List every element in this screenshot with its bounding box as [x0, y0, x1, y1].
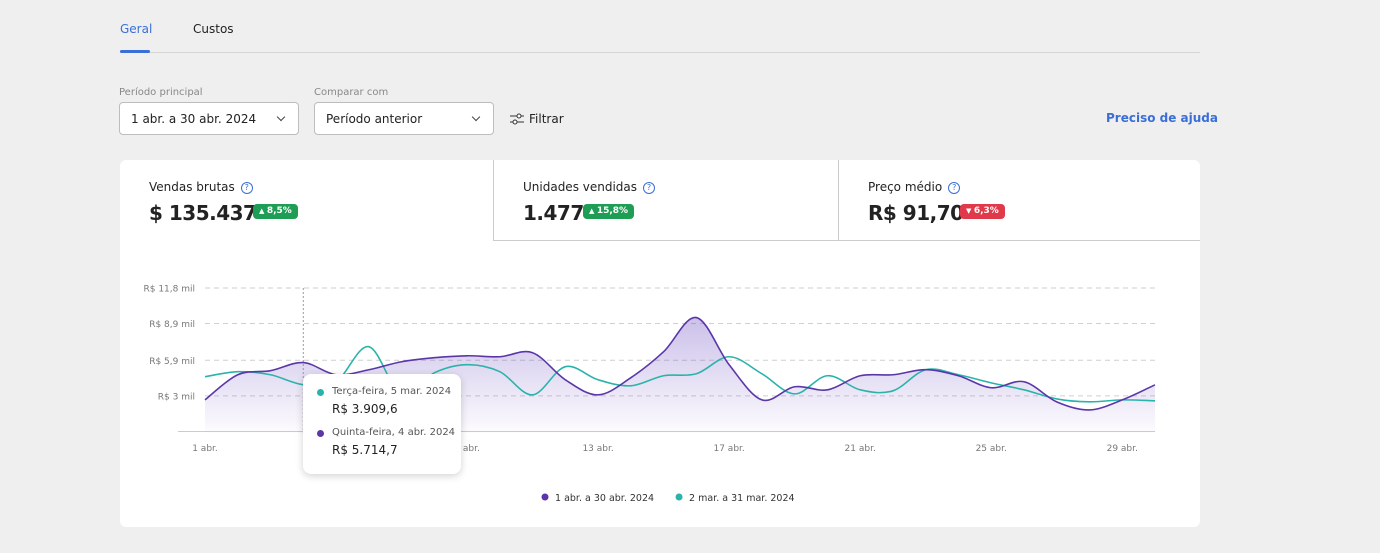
x-tick-label: 17 abr. [713, 444, 744, 454]
x-tick-label: 1 abr. [192, 444, 218, 454]
tooltip: Terça-feira, 5 mar. 2024 R$ 3.909,6 Quinta… [303, 374, 461, 474]
filter-label: Filtrar [529, 112, 564, 126]
tooltip-value: R$ 3.909,6 [332, 402, 398, 416]
y-tick-label: R$ 11,8 mil [143, 285, 195, 295]
field-label: Comparar com [314, 87, 389, 98]
legend-label: 2 mar. a 31 mar. 2024 [689, 493, 795, 504]
kpi-change: 6,3% [960, 204, 1005, 219]
filter-icon [510, 113, 524, 125]
kpi-value: R$ 91,70 [868, 201, 964, 225]
kpi-label: Preço médio [868, 180, 960, 194]
y-tick-label: R$ 5,9 mil [149, 357, 195, 367]
field-label: Período principal [119, 87, 203, 98]
tooltip-date: Quinta-feira, 4 abr. 2024 [332, 427, 456, 438]
kpi-value: $ 135.437 [149, 201, 257, 225]
tab[interactable]: Geral [120, 22, 153, 36]
help-link[interactable]: Preciso de ajuda [1106, 111, 1218, 125]
card [120, 160, 1200, 527]
x-tick-label: 9 abr. [454, 444, 480, 454]
kpi-label: Vendas brutas [149, 180, 253, 194]
period-select[interactable]: 1 abr. a 30 abr. 2024 [119, 102, 299, 135]
x-tick-label: 25 abr. [976, 444, 1007, 454]
kpi-label: Unidades vendidas [523, 180, 655, 194]
tab[interactable]: Custos [193, 22, 234, 36]
kpi-tab[interactable]: Unidades vendidas 1.477 15,8% [493, 160, 839, 241]
tooltip-date: Terça-feira, 5 mar. 2024 [332, 386, 452, 397]
tab-indicator [120, 50, 150, 53]
tab-divider [120, 52, 1200, 53]
kpi-change: 8,5% [253, 204, 298, 219]
kpi-tab[interactable]: Vendas brutas $ 135.437 8,5% [120, 160, 494, 241]
x-tick-label: 13 abr. [582, 444, 613, 454]
x-tick-label: 29 abr. [1107, 444, 1138, 454]
tooltip-value: R$ 5.714,7 [332, 443, 398, 457]
line [204, 316, 1156, 411]
kpi-tab[interactable]: Preço médio R$ 91,70 6,3% [838, 160, 1200, 241]
legend-swatch [675, 493, 683, 501]
filter-button[interactable]: Filtrar [510, 112, 564, 126]
line [204, 345, 1156, 403]
x-tick-label: 21 abr. [845, 444, 876, 454]
legend-label: 1 abr. a 30 abr. 2024 [555, 493, 654, 504]
tooltip-swatch [317, 430, 324, 437]
kpi-change: 15,8% [583, 204, 635, 219]
y-tick-label: R$ 8,9 mil [149, 320, 195, 330]
y-tick-label: R$ 3 mil [158, 392, 195, 402]
tooltip-swatch [317, 389, 324, 396]
kpi-value: 1.477 [523, 201, 584, 225]
legend-swatch [541, 493, 549, 501]
compare-select[interactable]: Período anterior [314, 102, 494, 135]
